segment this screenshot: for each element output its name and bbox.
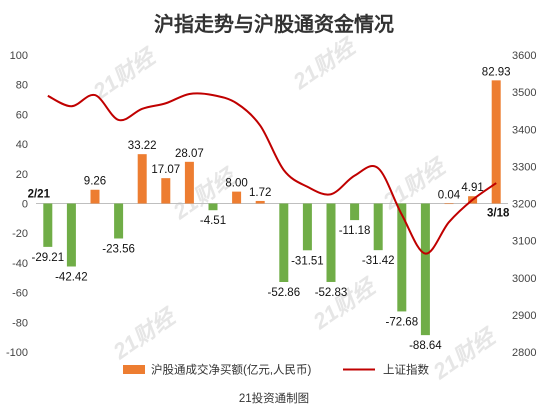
bar-data-label: 33.22 (128, 140, 157, 152)
y-tick-label: 20 (16, 169, 28, 181)
bar-data-label: -52.83 (315, 287, 348, 299)
watermark-text: 21财经 (428, 323, 502, 385)
watermark-text: 21财经 (88, 43, 162, 105)
y-tick-label: 100 (10, 50, 28, 62)
bar-data-label: -52.86 (267, 287, 300, 299)
y-tick-label: -100 (6, 347, 28, 359)
legend-bar-label: 沪股通成交净买额(亿元,人民币) (151, 363, 312, 377)
bar-data-label: -31.51 (291, 255, 324, 267)
bar (302, 203, 312, 251)
bar (137, 154, 147, 204)
bar (43, 203, 53, 247)
bar (66, 203, 76, 267)
bar-data-label: 82.93 (482, 66, 511, 78)
y-tick-label: -80 (12, 317, 28, 329)
bar-data-label: -88.64 (409, 340, 442, 352)
y-tick-label: 40 (16, 139, 28, 151)
bar (114, 203, 124, 239)
watermark-text: 21财经 (308, 273, 382, 335)
bar (184, 161, 194, 204)
bar-data-label: 4.91 (461, 182, 483, 194)
bar (326, 203, 336, 282)
bar-data-label: -4.51 (200, 215, 226, 227)
bar (420, 203, 430, 336)
y2-tick-label: 3200 (512, 199, 536, 211)
y2-tick-label: 3100 (512, 236, 536, 248)
watermark-text: 21财经 (108, 303, 182, 365)
bar-data-label: 0.04 (438, 189, 461, 201)
bar (397, 203, 407, 312)
bar (279, 203, 289, 282)
bar-data-label: -23.56 (102, 243, 135, 255)
bar (232, 191, 242, 204)
bar-data-label: -11.18 (339, 225, 371, 237)
bar (491, 80, 501, 204)
chart-title: 沪指走势与沪股通资金情况 (154, 12, 394, 36)
end-date-label: 3/18 (487, 208, 510, 220)
y-tick-label: -60 (12, 288, 28, 300)
bar (373, 203, 383, 251)
y2-tick-label: 3400 (512, 124, 536, 136)
legend-line-label: 上证指数 (383, 363, 429, 377)
y2-tick-label: 2900 (512, 310, 536, 322)
y2-tick-label: 2800 (512, 347, 536, 359)
bar-data-label: -29.21 (31, 252, 64, 264)
y-tick-label: -40 (12, 258, 28, 270)
bar (255, 200, 265, 204)
y2-tick-label: 3000 (512, 273, 536, 285)
start-date-label: 2/21 (28, 189, 51, 201)
source-caption: 21投资通制图 (239, 391, 309, 405)
bar-data-label: 1.72 (249, 187, 271, 199)
bar-data-label: 9.26 (84, 176, 106, 188)
bar-data-label: 17.07 (151, 164, 180, 176)
watermark-text: 21财经 (288, 33, 362, 95)
bar (90, 189, 100, 204)
y2-tick-label: 3500 (512, 87, 536, 99)
y-tick-label: 80 (16, 80, 28, 92)
bar (350, 203, 360, 221)
y-tick-label: 60 (16, 109, 28, 121)
y-tick-label: -20 (12, 228, 28, 240)
y2-tick-label: 3600 (512, 50, 536, 62)
index-line (47, 92, 497, 255)
y2-tick-label: 3300 (512, 161, 536, 173)
bar-data-label: -42.42 (55, 271, 88, 283)
bar (161, 178, 171, 204)
bar (208, 203, 218, 211)
y-tick-label: 0 (22, 199, 28, 211)
bar-data-label: -72.68 (385, 316, 418, 328)
legend-bar-swatch (123, 365, 145, 374)
bar-data-label: 28.07 (175, 148, 204, 160)
bar-data-label: -31.42 (362, 255, 395, 267)
bar (444, 203, 454, 205)
bar-data-label: 8.00 (225, 178, 247, 190)
